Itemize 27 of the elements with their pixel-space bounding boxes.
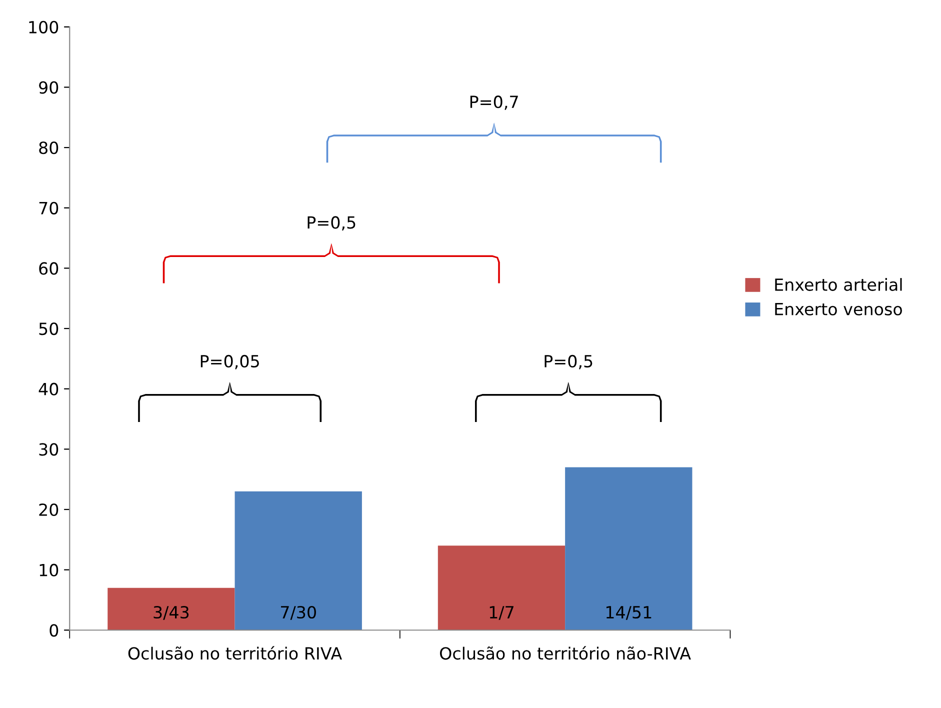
x-tick-label: Oclusão no território não-RIVA: [440, 646, 691, 660]
y-tick-label: 100: [29, 20, 58, 34]
y-tick-label: 0: [50, 624, 58, 637]
legend-label: Enxerto venoso: [775, 303, 902, 316]
bar: [108, 588, 235, 630]
y-tick-label: 10: [40, 564, 58, 576]
y-tick-label: 50: [39, 322, 58, 336]
y-tick-label: 30: [39, 443, 58, 456]
data-label: 14/51: [606, 606, 652, 620]
y-tick-label: 70: [39, 202, 58, 214]
annotation: P=0,5: [544, 354, 592, 370]
y-tick-label: 40: [38, 382, 58, 396]
bar: [565, 467, 692, 630]
data-label: 3/43: [154, 606, 189, 620]
annotation: P=0,05: [200, 354, 259, 370]
annotation: P=0,7: [470, 96, 518, 110]
data-label: 7/30: [281, 606, 316, 620]
data-label: 1/7: [490, 606, 514, 620]
x-tick-label: Oclusão no território RIVA: [128, 646, 342, 660]
y-tick-label: 90: [39, 81, 58, 94]
y-tick-label: 20: [39, 503, 58, 516]
bar: [234, 491, 362, 630]
annotation: P=0,5: [308, 216, 356, 230]
y-tick-label: 80: [39, 142, 58, 154]
legend-label: Enxerto arterial: [775, 278, 902, 291]
y-tick-label: 60: [39, 262, 58, 275]
bar: [438, 546, 566, 630]
